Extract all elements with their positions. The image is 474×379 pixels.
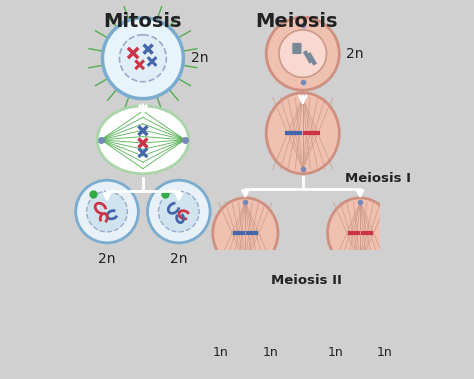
Text: 1n: 1n <box>213 346 228 359</box>
Ellipse shape <box>198 290 243 338</box>
Ellipse shape <box>362 290 408 338</box>
Text: 2n: 2n <box>98 252 116 266</box>
Text: 2n: 2n <box>170 252 188 266</box>
FancyBboxPatch shape <box>297 44 301 53</box>
Text: Meiosis II: Meiosis II <box>271 274 341 287</box>
Ellipse shape <box>279 30 327 77</box>
Ellipse shape <box>119 35 166 82</box>
Text: Meiosis: Meiosis <box>255 12 337 31</box>
Ellipse shape <box>266 93 339 174</box>
Ellipse shape <box>87 191 128 232</box>
Ellipse shape <box>97 106 189 174</box>
Ellipse shape <box>102 18 183 99</box>
Text: 2n: 2n <box>191 51 209 65</box>
Ellipse shape <box>76 180 138 243</box>
Text: 1n: 1n <box>377 346 393 359</box>
Ellipse shape <box>247 290 293 338</box>
Text: 1n: 1n <box>262 346 278 359</box>
Text: 1n: 1n <box>328 346 343 359</box>
Text: 2n: 2n <box>346 47 363 61</box>
Ellipse shape <box>266 17 339 90</box>
FancyBboxPatch shape <box>293 44 297 53</box>
Ellipse shape <box>213 198 278 268</box>
Ellipse shape <box>147 180 210 243</box>
Text: Mitosis: Mitosis <box>104 12 182 31</box>
Text: Meiosis I: Meiosis I <box>345 172 410 185</box>
Ellipse shape <box>312 290 358 338</box>
Ellipse shape <box>158 191 199 232</box>
Ellipse shape <box>328 198 393 268</box>
